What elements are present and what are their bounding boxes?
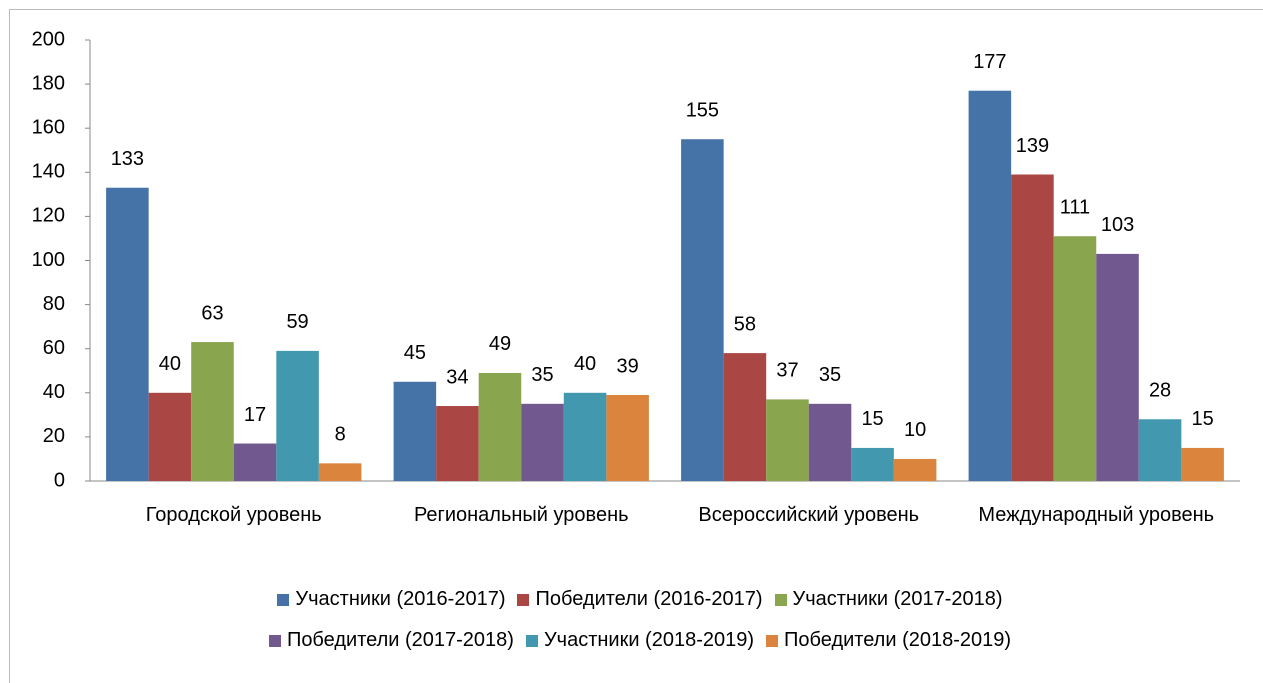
legend-swatch (517, 593, 530, 606)
value-label: 45 (404, 342, 426, 364)
legend-item: Участники (2016-2017) (277, 588, 505, 611)
bar (851, 447, 894, 481)
bar (436, 406, 479, 481)
legend-swatch (525, 634, 538, 647)
y-tick-label: 80 (43, 293, 65, 315)
x-tick-label: Городской уровень (145, 504, 322, 526)
legend-label: Участники (2018-2019) (543, 629, 755, 651)
value-label: 15 (861, 408, 883, 430)
legend-item: Участники (2017-2018) (774, 588, 1003, 611)
bar (1181, 447, 1224, 481)
value-label: 15 (1192, 408, 1214, 430)
value-label: 63 (201, 302, 223, 324)
value-label: 155 (686, 100, 719, 122)
value-label: 59 (286, 311, 308, 333)
value-label: 177 (973, 51, 1006, 73)
value-label: 49 (489, 333, 511, 355)
legend-swatch (766, 634, 779, 647)
bar (318, 463, 362, 481)
legend-item: Участники (2018-2019) (525, 629, 755, 652)
y-tick-label: 140 (32, 161, 65, 183)
legend: Участники (2016-2017) Победители (2016-20… (170, 588, 1110, 652)
bar (1053, 236, 1097, 481)
bar (563, 392, 607, 481)
x-tick-label: Региональный уровень (413, 504, 629, 526)
bar (478, 372, 522, 481)
bar (766, 399, 809, 481)
bar (968, 90, 1012, 481)
chart-border (9, 9, 1263, 683)
bar (106, 187, 149, 482)
y-tick-label: 100 (32, 249, 65, 271)
value-label: 34 (446, 366, 468, 388)
x-tick-label: Международный уровень (978, 504, 1215, 526)
value-label: 133 (111, 148, 144, 170)
bar (1138, 419, 1182, 481)
bar (893, 458, 937, 481)
value-label: 103 (1101, 214, 1134, 236)
value-label: 37 (776, 360, 798, 382)
legend-item: Победители (2018-2019) (766, 629, 1011, 652)
legend-label: Участники (2017-2018) (792, 588, 1003, 610)
value-label: 58 (734, 313, 756, 335)
bar (606, 395, 649, 481)
y-tick-label: 180 (32, 72, 65, 94)
value-label: 35 (819, 364, 841, 386)
legend-label: Победители (2017-2018) (286, 629, 514, 651)
bar (521, 403, 564, 481)
y-tick-label: 160 (32, 116, 65, 138)
value-label: 17 (244, 404, 266, 426)
legend-swatch (277, 593, 290, 606)
bar (393, 381, 437, 481)
value-label: 139 (1016, 135, 1049, 157)
value-label: 40 (159, 353, 181, 375)
y-tick-label: 20 (43, 425, 65, 447)
legend-label: Победители (2018-2019) (784, 629, 1012, 651)
bar (808, 403, 852, 481)
bar (723, 353, 767, 481)
bar (191, 342, 234, 481)
bar (276, 350, 319, 481)
legend-swatch (268, 634, 281, 647)
value-label: 10 (904, 419, 926, 441)
y-tick-label: 200 (32, 28, 65, 50)
legend-item: Победители (2016-2017) (517, 588, 763, 611)
value-label: 35 (531, 364, 553, 386)
legend-item: Победители (2017-2018) (268, 629, 514, 652)
value-label: 8 (335, 424, 346, 446)
value-label: 28 (1149, 380, 1171, 402)
x-tick-label: Всероссийский уровень (698, 504, 920, 526)
bar (681, 139, 724, 481)
value-label: 39 (617, 355, 639, 377)
bar (1011, 174, 1054, 481)
legend-swatch (774, 593, 787, 606)
legend-label: Участники (2016-2017) (295, 588, 506, 610)
bar (1096, 253, 1139, 481)
bar (233, 443, 277, 481)
legend-label: Победители (2016-2017) (535, 588, 763, 610)
y-tick-label: 60 (43, 337, 65, 359)
bar (148, 392, 192, 481)
y-tick-label: 40 (43, 381, 65, 403)
y-tick-label: 120 (32, 205, 65, 227)
y-tick-label: 0 (54, 469, 65, 491)
value-label: 40 (574, 353, 596, 375)
value-label: 111 (1060, 197, 1090, 219)
